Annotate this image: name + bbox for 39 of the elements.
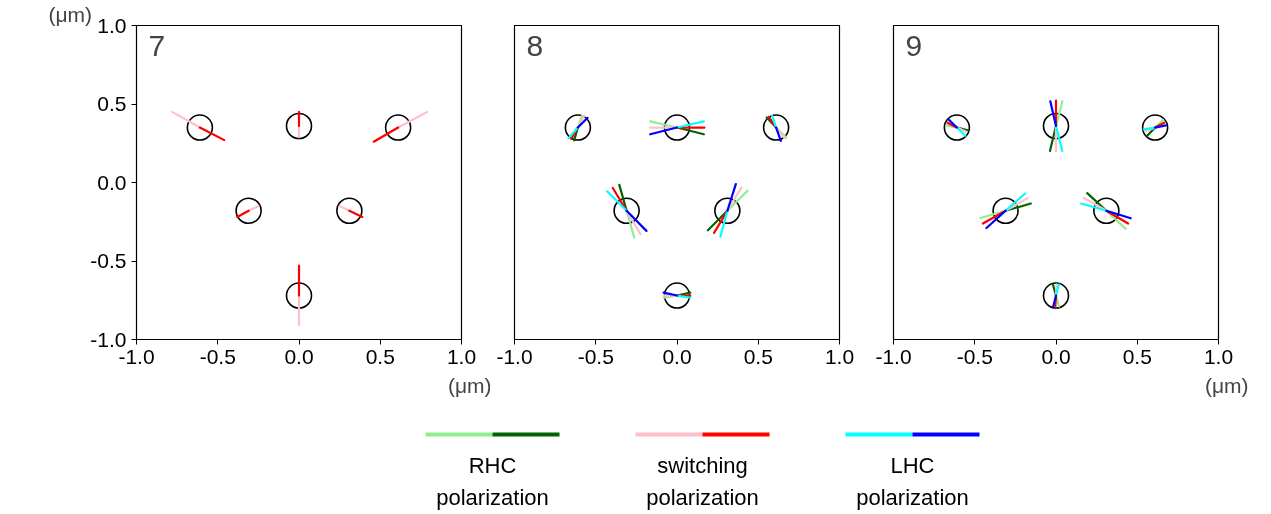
point <box>1093 197 1120 225</box>
y-tick-label: 0.5 <box>97 92 127 115</box>
y-tick-label: -0.5 <box>90 249 127 272</box>
x-axis-title: (μm) <box>447 373 492 397</box>
x-tick-label: 1.0 <box>824 344 855 368</box>
x-axis-title: (μm) <box>1204 373 1249 397</box>
y-tick-label: 1.0 <box>97 13 127 37</box>
x-tick-label: -1.0 <box>875 344 912 368</box>
point <box>285 112 313 140</box>
x-tick-label: -0.5 <box>199 344 236 368</box>
legend-label: LHC polarization <box>856 452 969 510</box>
point <box>186 114 214 141</box>
x-tick-label: -1.0 <box>496 344 533 368</box>
x-tick-label: 1.0 <box>1203 344 1234 368</box>
point <box>992 197 1019 225</box>
x-tick-label: -0.5 <box>956 344 993 368</box>
x-tick-label: 0.0 <box>662 344 692 368</box>
point <box>384 114 412 141</box>
chart-title: 8 <box>526 28 544 62</box>
point <box>336 197 363 225</box>
legend-label: RHC polarization <box>436 452 549 510</box>
chart-title: 7 <box>148 28 166 62</box>
point <box>1042 112 1070 140</box>
point <box>235 197 262 225</box>
x-tick-label: 0.0 <box>284 344 314 368</box>
x-tick-label: -0.5 <box>577 344 614 368</box>
y-tick-label: 0.0 <box>97 170 127 194</box>
x-tick-label: 1.0 <box>446 344 477 368</box>
x-tick-label: 0.5 <box>1122 344 1152 368</box>
point <box>1042 282 1070 309</box>
legend-label: switching polarization <box>646 452 759 510</box>
x-tick-label: 0.5 <box>365 344 395 368</box>
x-tick-label: 0.5 <box>743 344 773 368</box>
point <box>1141 114 1169 141</box>
point <box>285 282 313 309</box>
point <box>943 114 971 141</box>
x-tick-label: 0.0 <box>1041 344 1071 368</box>
chart-title: 9 <box>905 28 923 62</box>
y-axis-title: (μm) <box>48 2 93 26</box>
